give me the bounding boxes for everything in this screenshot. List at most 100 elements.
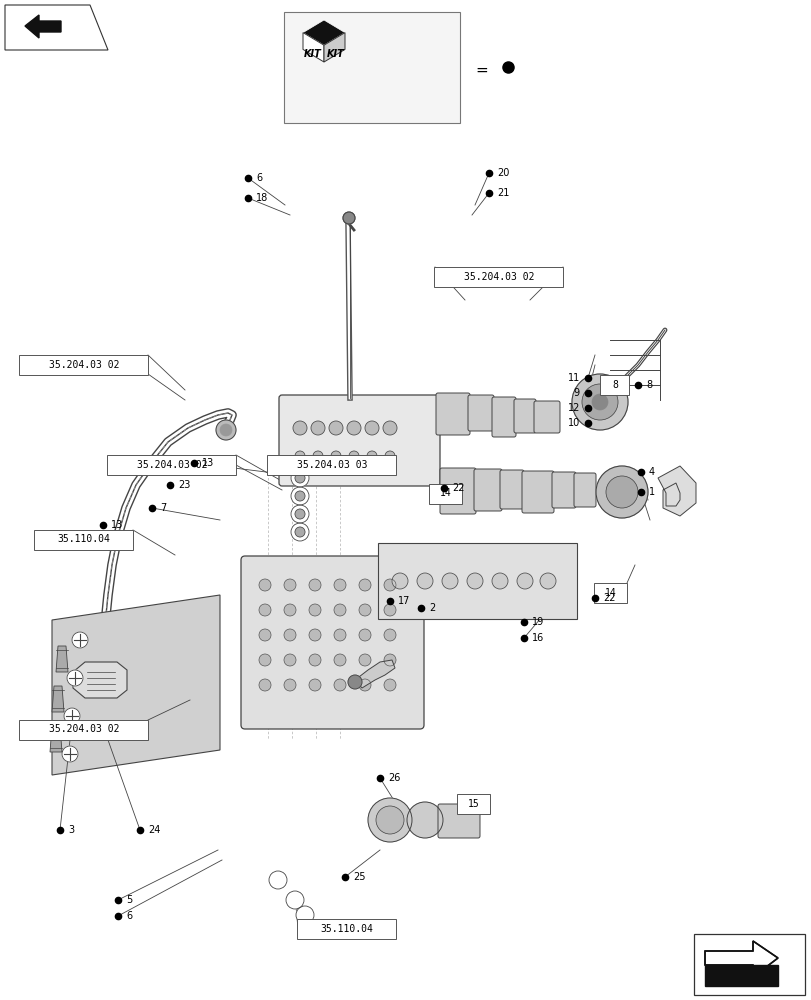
Circle shape <box>348 675 362 689</box>
FancyBboxPatch shape <box>241 556 423 729</box>
Circle shape <box>406 802 443 838</box>
Circle shape <box>290 487 309 505</box>
Circle shape <box>384 679 396 691</box>
Text: 13: 13 <box>202 458 214 468</box>
Circle shape <box>365 421 379 435</box>
Text: 24: 24 <box>148 825 161 835</box>
Circle shape <box>294 473 305 483</box>
Text: 18: 18 <box>255 193 268 203</box>
Text: 6: 6 <box>255 173 262 183</box>
Circle shape <box>417 573 432 589</box>
Text: 35.110.04: 35.110.04 <box>58 534 110 544</box>
Circle shape <box>581 384 617 420</box>
Text: 10: 10 <box>567 418 579 428</box>
Circle shape <box>293 421 307 435</box>
Polygon shape <box>25 15 61 38</box>
FancyBboxPatch shape <box>297 919 396 939</box>
Circle shape <box>290 523 309 541</box>
Text: 35.204.03 02: 35.204.03 02 <box>49 724 119 734</box>
FancyBboxPatch shape <box>600 374 629 394</box>
Text: 26: 26 <box>388 773 400 783</box>
Polygon shape <box>56 646 68 672</box>
Text: KIT: KIT <box>327 49 344 59</box>
FancyBboxPatch shape <box>521 471 553 513</box>
Circle shape <box>259 604 271 616</box>
Circle shape <box>392 573 407 589</box>
Circle shape <box>64 708 80 724</box>
Circle shape <box>259 679 271 691</box>
Text: 15: 15 <box>468 799 479 809</box>
Text: 22: 22 <box>452 483 464 493</box>
Circle shape <box>216 420 236 440</box>
Circle shape <box>384 604 396 616</box>
Polygon shape <box>704 941 777 977</box>
FancyBboxPatch shape <box>551 472 575 508</box>
Circle shape <box>67 670 83 686</box>
Text: 11: 11 <box>567 373 579 383</box>
Text: 13: 13 <box>111 520 123 530</box>
Circle shape <box>333 579 345 591</box>
Circle shape <box>333 654 345 666</box>
Circle shape <box>328 421 342 435</box>
Circle shape <box>220 424 232 436</box>
Text: KIT: KIT <box>303 49 320 59</box>
FancyBboxPatch shape <box>19 355 148 374</box>
Text: 6: 6 <box>126 911 132 921</box>
Text: 25: 25 <box>353 872 365 882</box>
Text: 23: 23 <box>178 480 190 490</box>
Circle shape <box>466 573 483 589</box>
Circle shape <box>309 679 320 691</box>
Text: =: = <box>475 63 487 78</box>
Circle shape <box>384 451 394 461</box>
Text: 20: 20 <box>496 168 508 178</box>
Circle shape <box>309 604 320 616</box>
Text: 7: 7 <box>160 503 166 513</box>
Circle shape <box>571 374 627 430</box>
Text: 5: 5 <box>126 895 132 905</box>
Text: 8: 8 <box>611 379 617 389</box>
Circle shape <box>284 579 296 591</box>
Text: 9: 9 <box>573 388 579 398</box>
FancyBboxPatch shape <box>534 401 560 433</box>
Circle shape <box>294 491 305 501</box>
FancyBboxPatch shape <box>437 804 479 838</box>
FancyBboxPatch shape <box>436 393 470 435</box>
Circle shape <box>539 573 556 589</box>
FancyBboxPatch shape <box>500 470 523 509</box>
Circle shape <box>384 629 396 641</box>
Polygon shape <box>52 686 64 712</box>
Circle shape <box>312 451 323 461</box>
Circle shape <box>595 466 647 518</box>
Circle shape <box>349 451 358 461</box>
Circle shape <box>290 505 309 523</box>
Text: 8: 8 <box>646 380 651 390</box>
FancyBboxPatch shape <box>19 720 148 740</box>
FancyBboxPatch shape <box>434 266 563 286</box>
Circle shape <box>284 679 296 691</box>
Polygon shape <box>354 660 394 688</box>
Circle shape <box>367 451 376 461</box>
Circle shape <box>294 527 305 537</box>
Circle shape <box>290 469 309 487</box>
Circle shape <box>294 509 305 519</box>
Circle shape <box>441 573 457 589</box>
Circle shape <box>358 604 371 616</box>
Circle shape <box>72 632 88 648</box>
Circle shape <box>259 579 271 591</box>
Circle shape <box>259 654 271 666</box>
Text: 12: 12 <box>567 403 579 413</box>
Text: 17: 17 <box>397 596 410 606</box>
Polygon shape <box>52 595 220 775</box>
Circle shape <box>284 604 296 616</box>
Circle shape <box>309 629 320 641</box>
Text: 35.204.03 02: 35.204.03 02 <box>49 360 119 369</box>
Text: 35.204.03 02: 35.204.03 02 <box>136 460 207 470</box>
Circle shape <box>296 906 314 924</box>
Circle shape <box>284 629 296 641</box>
Circle shape <box>62 746 78 762</box>
Polygon shape <box>303 33 324 62</box>
FancyBboxPatch shape <box>429 484 462 504</box>
FancyBboxPatch shape <box>467 395 493 431</box>
Text: 35.110.04: 35.110.04 <box>320 924 373 934</box>
Circle shape <box>333 679 345 691</box>
